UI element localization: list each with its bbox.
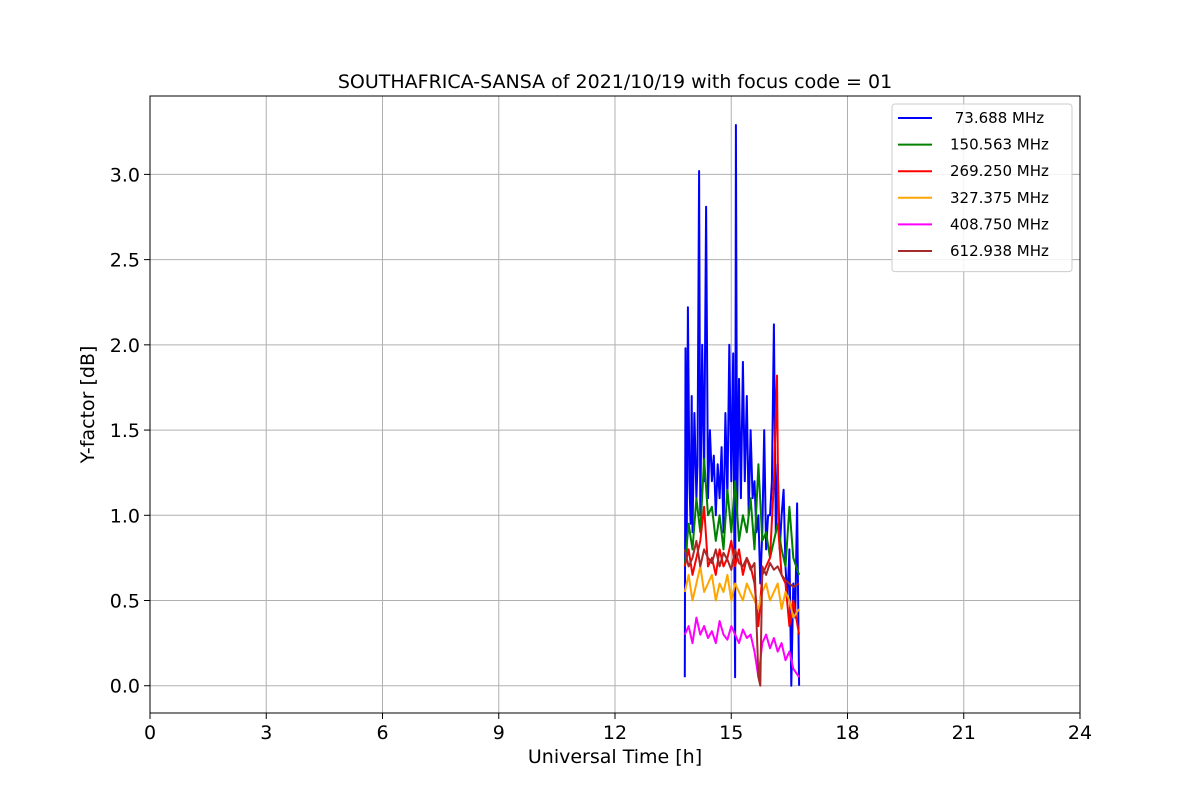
legend-label-1: 150.563 MHz xyxy=(950,136,1049,154)
x-tick-label: 24 xyxy=(1068,722,1092,744)
x-tick-label: 15 xyxy=(719,722,743,744)
y-tick-label: 2.0 xyxy=(110,335,140,357)
legend: 73.688 MHz 150.563 MHz 269.250 MHz 327.375 … xyxy=(891,103,1073,273)
x-tick-label: 21 xyxy=(952,722,976,744)
legend-label-2: 269.250 MHz xyxy=(950,162,1049,180)
x-tick-label: 12 xyxy=(603,722,627,744)
legend-box xyxy=(891,103,1073,273)
x-tick-label: 3 xyxy=(260,722,272,744)
y-tick-label: 2.5 xyxy=(110,250,140,272)
y-tick-label: 1.0 xyxy=(110,505,140,527)
y-tick-label: 0.5 xyxy=(110,591,140,613)
x-tick-label: 6 xyxy=(376,722,388,744)
chart-title: SOUTHAFRICA-SANSA of 2021/10/19 with foc… xyxy=(338,71,892,93)
legend-label-5: 612.938 MHz xyxy=(950,242,1049,260)
x-axis-title: Universal Time [h] xyxy=(528,746,702,768)
x-tick-label: 18 xyxy=(835,722,859,744)
axis-ticks: 0 3 6 9 12 15 18 21 24 0.0 0.5 1.0 1.5 2.0 2.5 3.0 xyxy=(110,164,1092,744)
series-line-3 xyxy=(683,565,800,619)
series-line-2 xyxy=(683,374,801,635)
x-tick-label: 9 xyxy=(493,722,505,744)
series-line-4 xyxy=(683,616,800,679)
legend-label-3: 327.375 MHz xyxy=(950,189,1049,207)
x-tick-label: 0 xyxy=(144,722,156,744)
series-line-5 xyxy=(683,539,800,687)
legend-label-4: 408.750 MHz xyxy=(950,215,1049,233)
y-tick-label: 1.5 xyxy=(110,420,140,442)
y-axis-title: Y-factor [dB] xyxy=(77,346,99,465)
y-tick-label: 0.0 xyxy=(110,676,140,698)
data-series xyxy=(683,124,801,687)
y-tick-label: 3.0 xyxy=(110,164,140,186)
legend-label-0: 73.688 MHz xyxy=(950,109,1044,127)
